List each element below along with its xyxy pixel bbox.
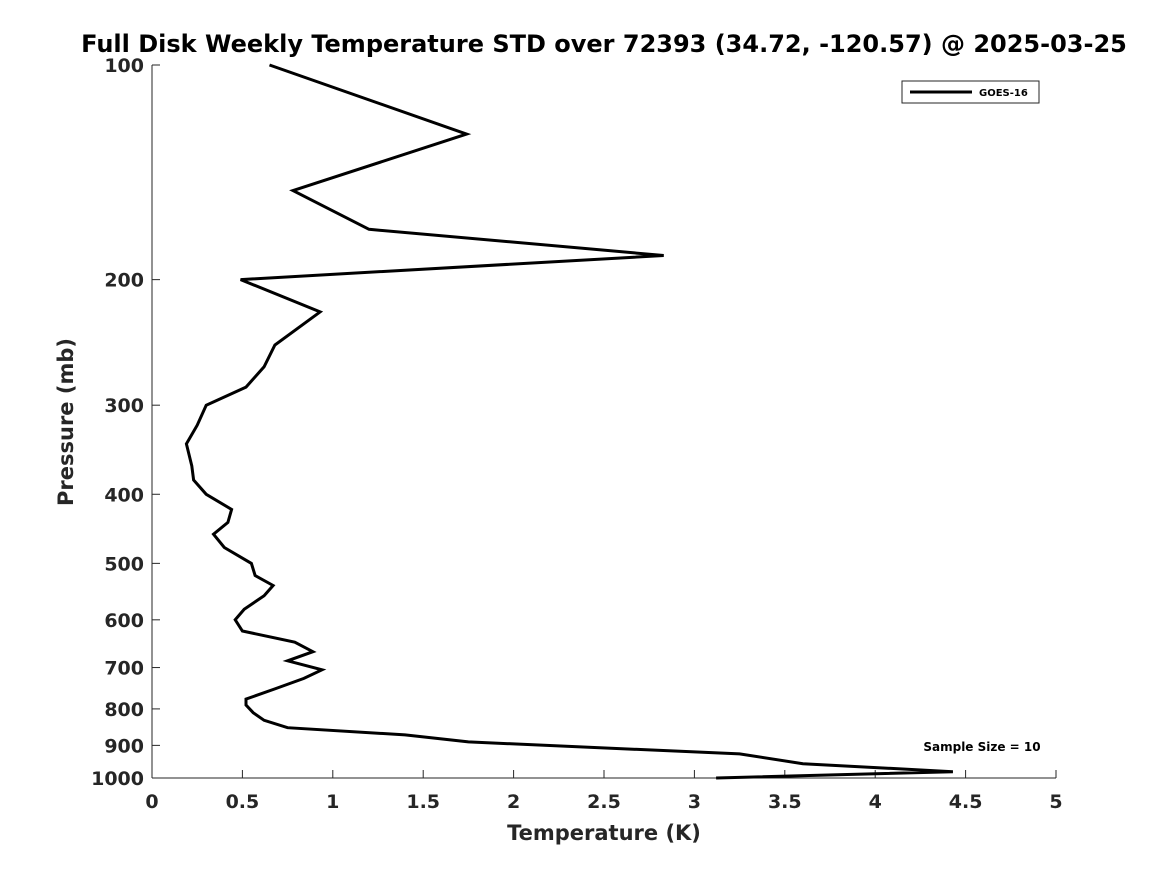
y-tick-label: 400 bbox=[104, 484, 144, 506]
y-axis: 100 200 300 400 500 600 700 800 900 1000 bbox=[91, 55, 160, 790]
y-tick-label: 300 bbox=[104, 395, 144, 417]
x-tick-label: 1 bbox=[326, 791, 339, 813]
x-tick-label: 3.5 bbox=[768, 791, 802, 813]
series-line-goes-16 bbox=[184, 63, 953, 780]
x-axis: 0 0.5 1 1.5 2 2.5 3 3.5 4 4.5 5 bbox=[145, 770, 1063, 813]
x-tick-label: 2.5 bbox=[587, 791, 621, 813]
legend-label-goes-16: GOES-16 bbox=[979, 88, 1028, 99]
x-tick-label: 0.5 bbox=[226, 791, 260, 813]
x-tick-label: 4 bbox=[869, 791, 882, 813]
chart-title: Full Disk Weekly Temperature STD over 72… bbox=[81, 30, 1127, 58]
series-group bbox=[184, 63, 953, 780]
x-tick-label: 0 bbox=[145, 791, 158, 813]
legend: GOES-16 bbox=[901, 80, 1040, 104]
y-tick-label: 800 bbox=[104, 699, 144, 721]
x-tick-label: 2 bbox=[507, 791, 520, 813]
y-axis-label: Pressure (mb) bbox=[54, 338, 78, 506]
sample-size-annotation: Sample Size = 10 bbox=[923, 740, 1040, 754]
x-tick-label: 3 bbox=[688, 791, 701, 813]
x-tick-label: 5 bbox=[1049, 791, 1062, 813]
x-tick-label: 1.5 bbox=[406, 791, 440, 813]
x-tick-label: 4.5 bbox=[949, 791, 983, 813]
y-tick-label: 500 bbox=[104, 553, 144, 575]
y-tick-label: 200 bbox=[104, 270, 144, 292]
y-tick-label: 900 bbox=[104, 735, 144, 757]
x-axis-label: Temperature (K) bbox=[507, 821, 701, 845]
y-tick-label: 700 bbox=[104, 658, 144, 680]
y-tick-label: 100 bbox=[104, 55, 144, 77]
y-tick-label: 1000 bbox=[91, 768, 144, 790]
y-tick-label: 600 bbox=[104, 610, 144, 632]
